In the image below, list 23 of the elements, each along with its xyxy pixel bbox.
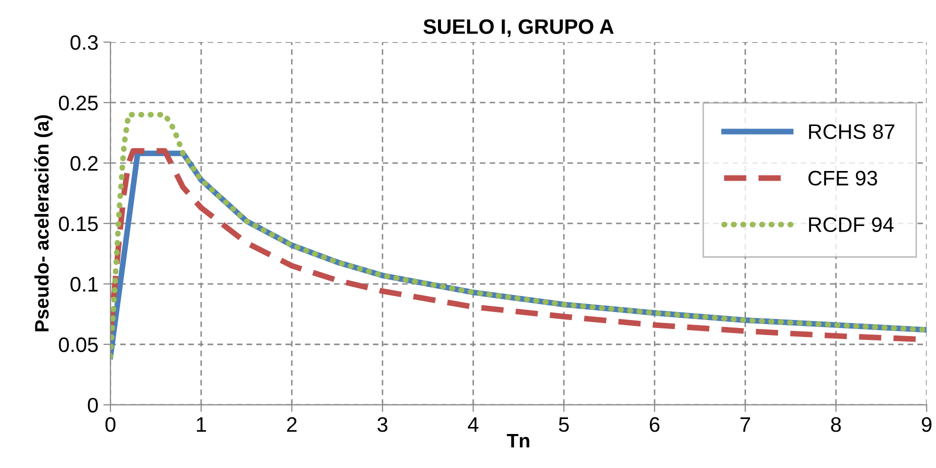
y-tick-label: 0.05 (58, 337, 98, 352)
x-tick-label: 8 (831, 417, 841, 432)
legend-label: RCDF 94 (809, 217, 894, 232)
x-tick-label: 1 (196, 417, 206, 432)
x-tick-label: 3 (378, 417, 388, 432)
x-tick-label: 4 (468, 417, 478, 432)
y-tick-label: 0.1 (70, 276, 98, 292)
y-axis-title: Pseudo- aceleración (a) (34, 115, 53, 332)
x-tick-label: 7 (740, 417, 750, 432)
y-tick-label: 0.2 (70, 156, 98, 171)
legend-label: CFE 93 (808, 170, 878, 186)
y-tick-label: 0.3 (70, 35, 98, 50)
y-tick-label: 0 (88, 398, 98, 413)
x-tick-label: 0 (105, 417, 116, 432)
y-tick-label: 0.25 (58, 96, 98, 110)
x-tick-label: 2 (287, 417, 297, 432)
x-tick-label: 6 (650, 417, 660, 432)
legend-label: RCHS 87 (809, 124, 894, 140)
x-tick-label: 9 (922, 417, 932, 432)
chart-title: SUELO I, GRUPO A (423, 19, 614, 38)
x-axis-title: Tn (506, 434, 530, 448)
x-tick-label: 5 (558, 417, 569, 432)
y-tick-label: 0.15 (58, 216, 98, 232)
